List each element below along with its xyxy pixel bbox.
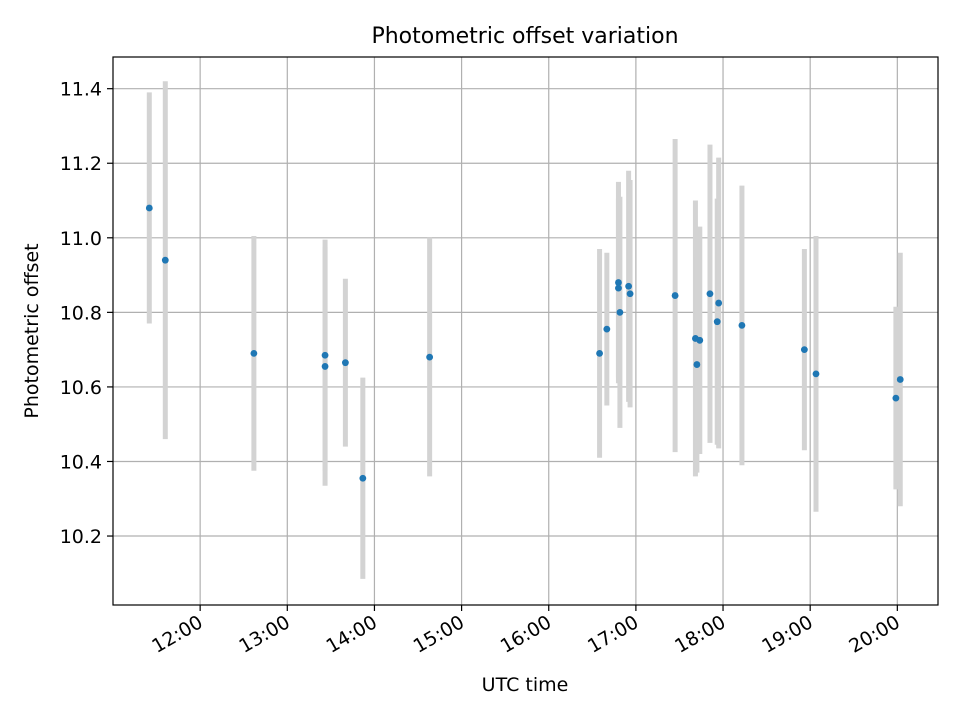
data-point — [341, 359, 349, 367]
data-point — [603, 325, 611, 333]
data-point — [145, 204, 153, 212]
plot-area-frame — [112, 56, 939, 606]
y-tick-label: 10.2 — [60, 526, 102, 548]
data-point — [426, 353, 434, 361]
grid-lines — [113, 57, 938, 605]
data-point — [615, 279, 622, 286]
data-point — [812, 370, 820, 378]
data-point — [706, 290, 714, 298]
y-axis-label: Photometric offset — [21, 243, 43, 418]
y-tick-label: 11.4 — [60, 79, 102, 101]
data-point — [321, 363, 329, 370]
y-tick-label: 11.2 — [60, 153, 102, 175]
y-axis-ticks: 10.2 10.4 10.6 10.8 11.0 11.2 11.4 — [60, 79, 113, 548]
data-point — [713, 318, 721, 326]
data-point — [715, 299, 723, 307]
data-point — [896, 376, 904, 383]
data-point — [693, 361, 701, 368]
data-point — [671, 292, 679, 299]
data-point — [359, 474, 367, 482]
y-tick-label: 10.8 — [60, 302, 102, 324]
data-point — [892, 394, 900, 402]
data-point — [738, 322, 746, 329]
data-point — [800, 346, 808, 354]
data-point — [696, 336, 704, 344]
data-point — [616, 308, 624, 316]
data-point — [625, 282, 633, 290]
y-tick-label: 11.0 — [60, 228, 102, 250]
data-point — [615, 284, 622, 292]
y-tick-label: 10.4 — [60, 451, 102, 473]
data-point — [596, 349, 603, 357]
y-tick-label: 10.6 — [60, 377, 102, 399]
data-point — [250, 349, 258, 357]
data-point — [161, 256, 169, 264]
x-axis-label: UTC time — [482, 674, 569, 696]
data-point — [321, 351, 329, 359]
data-points — [145, 204, 904, 482]
chart-title: Photometric offset variation — [371, 24, 678, 49]
data-point — [626, 290, 634, 298]
